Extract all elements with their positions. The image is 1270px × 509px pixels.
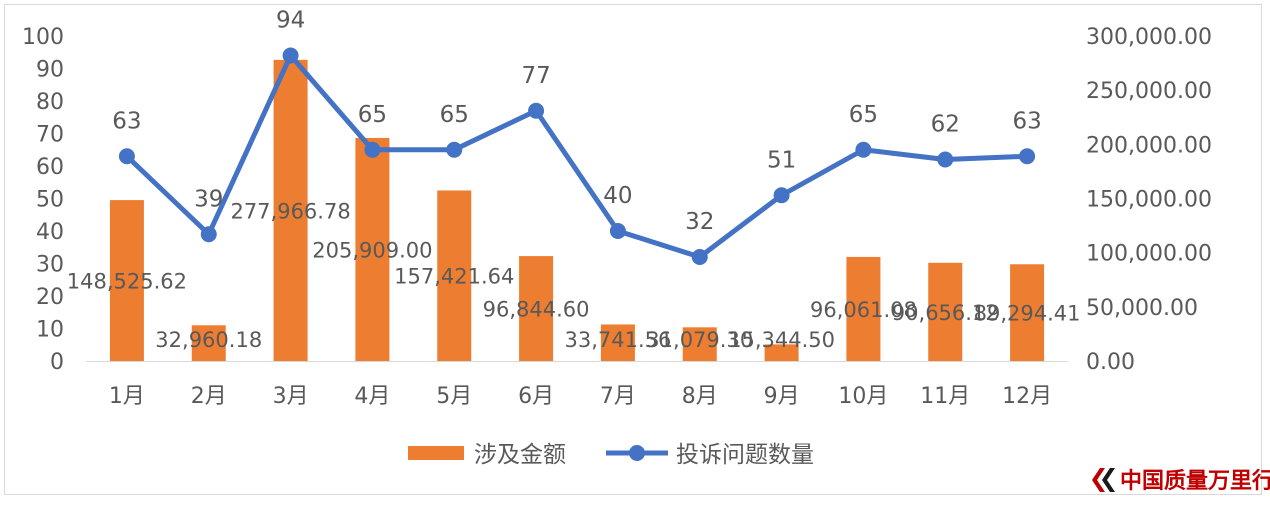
right-tick-label: 0.00: [1086, 350, 1135, 375]
bar: [355, 137, 390, 361]
bar: [437, 190, 472, 361]
line-point: [691, 249, 708, 265]
line-data-label: 39: [194, 186, 223, 212]
bar: [191, 325, 226, 361]
line-point: [855, 141, 872, 158]
category-label: 10月: [838, 384, 888, 409]
left-tick-label: 80: [36, 90, 64, 115]
line-point: [446, 141, 463, 158]
legend: 涉及金额 投诉问题数量: [408, 442, 814, 468]
left-tick-label: 70: [36, 123, 64, 148]
right-tick-label: 300,000.00: [1086, 25, 1212, 50]
left-tick-label: 30: [36, 253, 64, 278]
right-tick-label: 250,000.00: [1086, 79, 1212, 104]
bar: [928, 262, 963, 361]
right-tick-label: 150,000.00: [1086, 188, 1212, 213]
legend-marker: [629, 445, 645, 461]
line-data-label: 65: [440, 102, 469, 128]
bar: [846, 256, 881, 361]
line-data-label: 63: [112, 108, 141, 134]
category-label: 2月: [191, 384, 227, 409]
bar-data-label: 89,294.41: [974, 302, 1081, 326]
bar-labels: 148,525.62 32,960.18 277,966.78 205,909.00 1…: [67, 199, 1081, 352]
line-data-label: 65: [358, 102, 387, 128]
bar-data-label: 32,960.18: [155, 328, 262, 352]
left-tick-label: 10: [36, 318, 64, 343]
category-label: 3月: [273, 384, 309, 409]
left-tick-label: 90: [36, 58, 64, 83]
left-tick-label: 0: [50, 350, 64, 375]
line-point: [282, 47, 299, 64]
line-data-label: 94: [276, 8, 305, 34]
bar-data-label: 31,079.30: [646, 328, 753, 352]
bar: [600, 324, 635, 361]
bar-data-label: 96,061.08: [810, 298, 917, 322]
line-data-label: 65: [849, 102, 878, 128]
left-tick-label: 50: [36, 188, 64, 213]
left-tick-label: 20: [36, 285, 64, 310]
category-axis: 1月 2月 3月 4月 5月 6月 7月 8月 9月 10月 11月 12月: [109, 384, 1052, 409]
left-tick-label: 100: [22, 25, 64, 50]
line-data-label: 77: [521, 63, 550, 89]
line-data-label: 40: [603, 183, 632, 209]
line-labels: 63 39 94 65 65 77 40 32 51 65 62 63: [112, 8, 1041, 236]
bar-data-label: 96,844.60: [483, 298, 590, 322]
bar-data-label: 90,656.12: [892, 301, 999, 325]
category-label: 5月: [436, 384, 472, 409]
category-label: 1月: [109, 384, 145, 409]
line-point: [937, 151, 954, 168]
bar-series: [109, 59, 1045, 361]
category-label: 4月: [354, 384, 390, 409]
bar: [519, 256, 554, 361]
line-point: [364, 141, 381, 158]
bar: [764, 344, 799, 361]
category-label: 9月: [764, 384, 800, 409]
line-point: [200, 226, 217, 243]
bar-data-label: 15,344.50: [728, 328, 835, 352]
bar-data-label: 277,966.78: [230, 199, 350, 223]
line-point: [1019, 148, 1036, 165]
category-label: 6月: [518, 384, 554, 409]
line-point: [773, 187, 790, 204]
bar: [682, 327, 717, 361]
line-data-label: 51: [767, 147, 796, 173]
category-label: 11月: [920, 384, 970, 409]
category-label: 8月: [682, 384, 718, 409]
line-series: [118, 47, 1036, 265]
bar: [1010, 264, 1045, 361]
legend-label: 涉及金额: [474, 442, 566, 468]
right-tick-label: 100,000.00: [1086, 242, 1212, 267]
chart-frame: [4, 4, 1262, 495]
watermark-text: 中国质量万里行: [1120, 468, 1270, 494]
bar: [273, 59, 308, 361]
left-tick-label: 60: [36, 155, 64, 180]
right-tick-label: 50,000.00: [1086, 296, 1198, 321]
left-axis: 0 10 20 30 40 50 60 70 80 90 100: [22, 25, 64, 375]
legend-swatch-bar: [408, 446, 464, 460]
watermark-logo-icon-inner: [1102, 468, 1115, 492]
line-data-label: 62: [931, 112, 960, 138]
line-point: [528, 102, 545, 119]
line-point: [118, 148, 135, 165]
legend-label: 投诉问题数量: [676, 442, 814, 468]
watermark: 中国质量万里行: [1092, 468, 1270, 494]
left-tick-label: 40: [36, 220, 64, 245]
category-label: 7月: [600, 384, 636, 409]
line-data-label: 63: [1012, 108, 1041, 134]
bar-data-label: 148,525.62: [67, 270, 187, 294]
category-label: 12月: [1002, 384, 1052, 409]
watermark-logo-icon: [1092, 468, 1105, 492]
bar-data-label: 33,741.56: [564, 328, 671, 352]
line-point: [609, 223, 626, 239]
bar-data-label: 157,421.64: [394, 265, 514, 289]
bar: [109, 200, 144, 361]
right-tick-label: 200,000.00: [1086, 133, 1212, 158]
bar-data-label: 205,909.00: [312, 238, 432, 262]
line-data-label: 32: [685, 209, 714, 235]
line-path: [125, 53, 1028, 260]
right-axis: 0.00 50,000.00 100,000.00 150,000.00 200,000…: [1086, 25, 1212, 375]
